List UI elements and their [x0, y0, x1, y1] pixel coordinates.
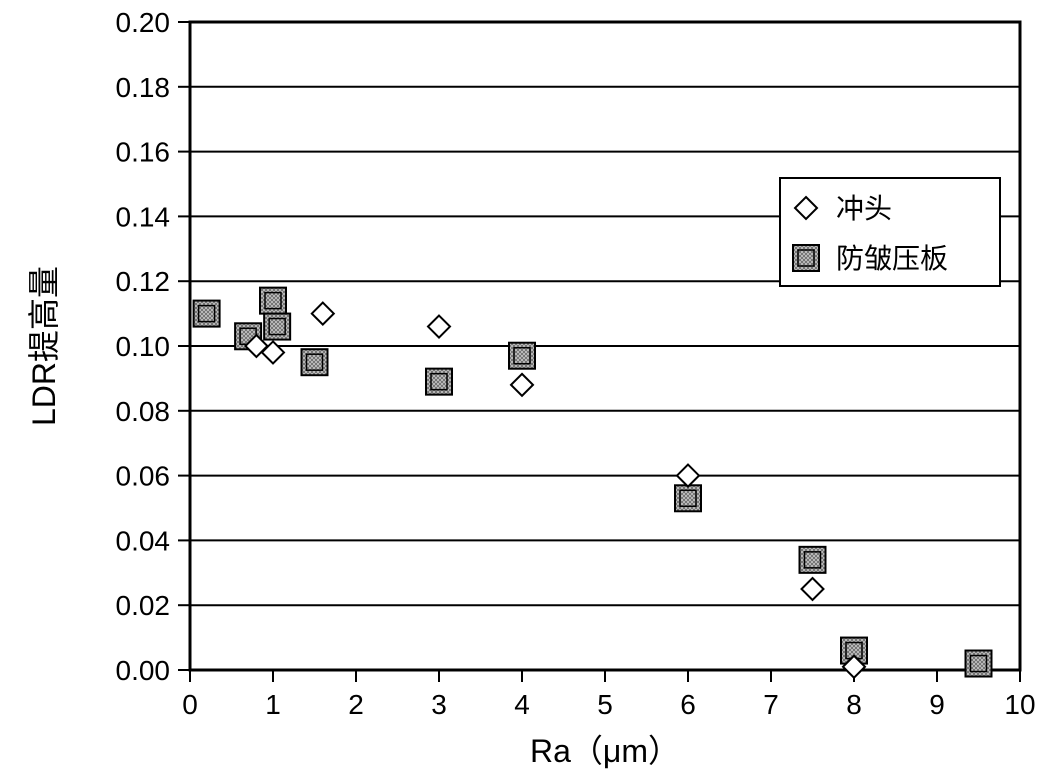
- square-marker: [793, 245, 819, 271]
- square-marker: [302, 349, 328, 375]
- square-marker: [800, 547, 826, 573]
- square-marker: [509, 343, 535, 369]
- square-marker: [966, 651, 992, 677]
- x-tick-label: 1: [265, 689, 281, 720]
- square-marker: [264, 314, 290, 340]
- y-tick-label: 0.14: [116, 201, 171, 232]
- y-axis-label: LDR提高量: [26, 266, 62, 426]
- y-tick-label: 0.18: [116, 72, 171, 103]
- y-tick-label: 0.20: [116, 7, 171, 38]
- square-marker: [260, 288, 286, 314]
- x-axis-label: Ra（μm）: [530, 733, 680, 769]
- x-tick-label: 2: [348, 689, 364, 720]
- legend-label: 防皱压板: [836, 243, 948, 274]
- y-tick-label: 0.02: [116, 590, 171, 621]
- y-tick-label: 0.10: [116, 331, 171, 362]
- x-tick-label: 5: [597, 689, 613, 720]
- x-tick-label: 6: [680, 689, 696, 720]
- x-tick-label: 8: [846, 689, 862, 720]
- x-tick-label: 9: [929, 689, 945, 720]
- square-marker: [426, 369, 452, 395]
- scatter-chart: 0 1 2 3 4 5 6 7 8 9 10 0.00 0.02 0.04 0.06 0.08 0.10 0.12…: [0, 0, 1043, 774]
- y-tick-label: 0.06: [116, 461, 171, 492]
- x-tick-label: 3: [431, 689, 447, 720]
- legend-label: 冲头: [836, 193, 892, 224]
- y-tick-label: 0.12: [116, 266, 171, 297]
- x-tick-label: 0: [182, 689, 198, 720]
- y-tick-label: 0.16: [116, 137, 171, 168]
- x-tick-label: 4: [514, 689, 530, 720]
- x-tick-label: 10: [1004, 689, 1035, 720]
- y-tick-label: 0.08: [116, 396, 171, 427]
- square-marker: [675, 485, 701, 511]
- chart-container: 0 1 2 3 4 5 6 7 8 9 10 0.00 0.02 0.04 0.06 0.08 0.10 0.12…: [0, 0, 1043, 774]
- y-tick-label: 0.00: [116, 655, 171, 686]
- x-tick-label: 7: [763, 689, 779, 720]
- square-marker: [194, 301, 220, 327]
- y-tick-label: 0.04: [116, 525, 171, 556]
